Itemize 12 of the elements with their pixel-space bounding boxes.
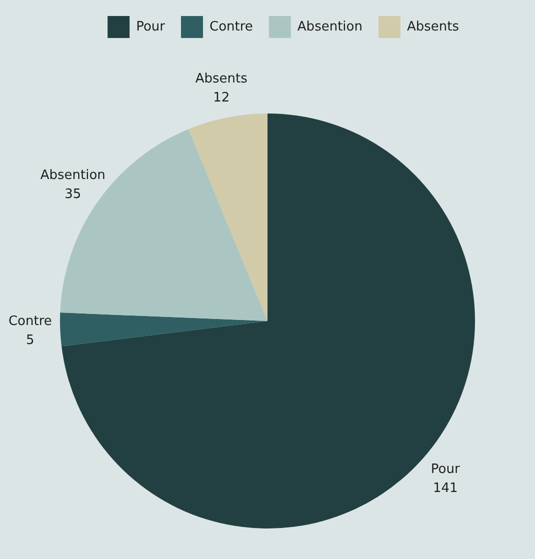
data-label: 141 xyxy=(432,480,458,496)
data-label: 12 xyxy=(213,90,230,106)
legend-label: Contre xyxy=(209,19,253,34)
legend-label: Absention xyxy=(297,19,362,34)
data-label: 35 xyxy=(64,187,82,202)
slice-label: Absents xyxy=(195,71,248,86)
legend-label: Pour xyxy=(136,19,166,34)
slice-label: Absention xyxy=(40,168,106,184)
data-label: 5 xyxy=(26,333,34,348)
slice-label: Contre xyxy=(8,314,52,330)
legend-label: Absents xyxy=(406,19,460,34)
slice-label: Pour xyxy=(430,462,460,477)
